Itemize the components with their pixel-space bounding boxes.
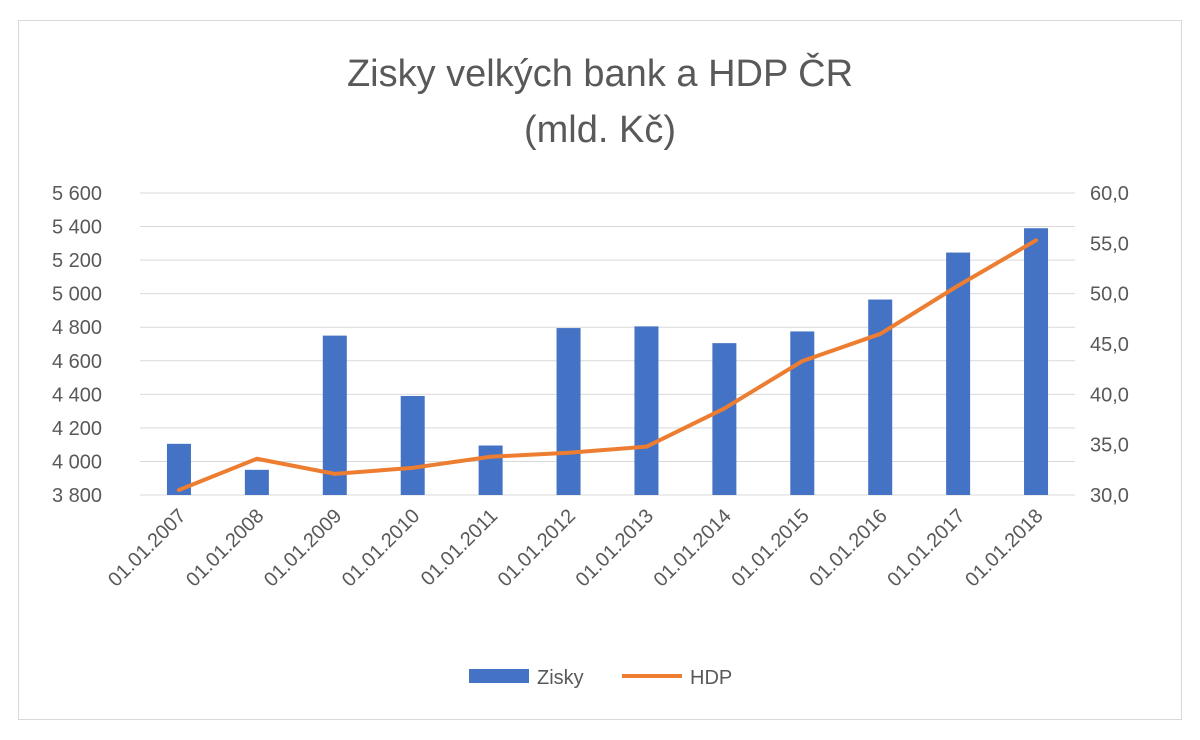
y-left-tick-label: 4 400 xyxy=(52,384,102,406)
bar-zisky xyxy=(712,343,737,495)
point-hdp xyxy=(334,473,336,475)
chart-area xyxy=(18,20,1182,720)
y-left-tick-label: 5 600 xyxy=(52,183,102,205)
bar-zisky xyxy=(946,252,971,495)
y-left-tick-label: 5 000 xyxy=(52,284,102,306)
y-left-tick-label: 4 000 xyxy=(52,451,102,473)
y-right-tick-label: 35,0 xyxy=(1090,435,1129,457)
y-left-tick-label: 4 200 xyxy=(52,418,102,440)
bar-zisky xyxy=(400,396,425,495)
point-hdp xyxy=(645,446,647,448)
point-hdp xyxy=(178,489,180,491)
point-hdp xyxy=(412,467,414,469)
y-right-tick-label: 30,0 xyxy=(1090,485,1129,507)
line-hdp xyxy=(176,238,1039,492)
point-hdp xyxy=(490,456,492,458)
y-left-tick-label: 5 400 xyxy=(52,217,102,239)
x-tick-label: 01.01.2013 xyxy=(572,505,658,591)
bar-zisky xyxy=(322,335,347,495)
point-hdp xyxy=(879,333,881,335)
bar-zisky xyxy=(1024,228,1049,495)
x-tick-label: 01.01.2011 xyxy=(417,505,502,590)
legend-label-zisky: Zisky xyxy=(537,667,584,689)
y-right-tick-label: 55,0 xyxy=(1090,233,1129,255)
point-hdp xyxy=(1035,239,1037,241)
x-tick-label: 01.01.2014 xyxy=(650,505,736,591)
legend-swatch-zisky xyxy=(469,669,529,683)
bar-zisky xyxy=(556,328,581,495)
y-left-tick-label: 5 200 xyxy=(52,250,102,272)
point-hdp xyxy=(256,458,258,460)
y-right-tick-label: 40,0 xyxy=(1090,384,1129,406)
point-hdp xyxy=(723,407,725,409)
y-right-tick-label: 50,0 xyxy=(1090,284,1129,306)
x-tick-label: 01.01.2012 xyxy=(494,505,580,591)
chart-title: Zisky velkých bank a HDP ČR xyxy=(346,53,854,95)
x-tick-label: 01.01.2017 xyxy=(883,505,969,591)
point-hdp xyxy=(568,452,570,454)
x-tick-label: 01.01.2009 xyxy=(260,505,346,591)
x-tick-label: 01.01.2007 xyxy=(104,505,190,591)
bar-zisky xyxy=(478,445,503,495)
point-hdp xyxy=(957,285,959,287)
bar-zisky xyxy=(790,331,815,495)
x-tick-label: 01.01.2015 xyxy=(727,505,813,591)
x-tick-label: 01.01.2016 xyxy=(805,505,891,591)
x-tick-label: 01.01.2018 xyxy=(961,505,1047,591)
chart-subtitle: (mld. Kč) xyxy=(524,109,676,151)
y-right-tick-label: 60,0 xyxy=(1090,183,1129,205)
y-left-tick-label: 3 800 xyxy=(52,485,102,507)
y-right-tick-label: 45,0 xyxy=(1090,334,1129,356)
x-tick-label: 01.01.2008 xyxy=(182,505,268,591)
bar-zisky xyxy=(244,469,269,495)
bar-zisky xyxy=(634,326,659,495)
y-left-tick-label: 4 600 xyxy=(52,351,102,373)
legend-label-hdp: HDP xyxy=(690,667,732,689)
point-hdp xyxy=(801,360,803,362)
y-left-tick-label: 4 800 xyxy=(52,317,102,339)
x-tick-label: 01.01.2010 xyxy=(338,505,424,591)
